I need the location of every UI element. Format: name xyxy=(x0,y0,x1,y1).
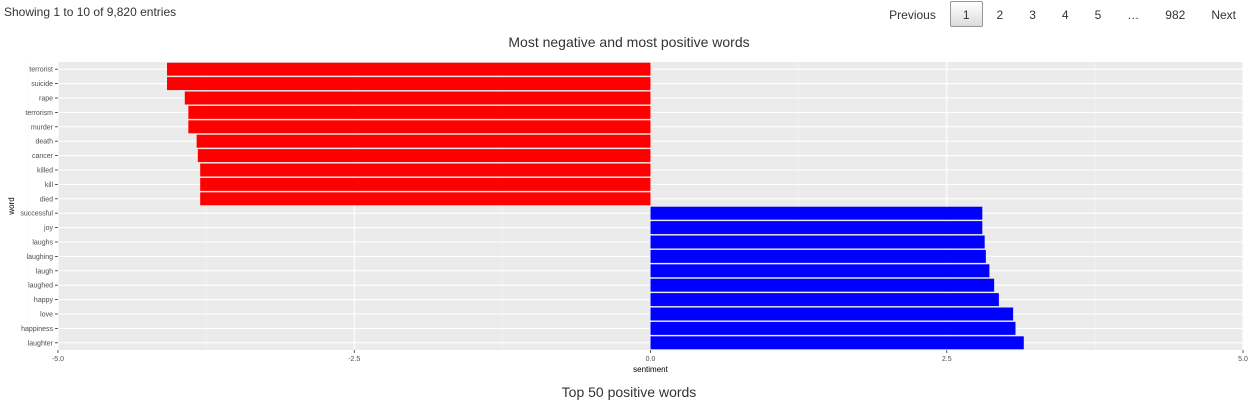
y-tick-label: died xyxy=(40,196,53,203)
y-tick-label: killed xyxy=(37,168,53,175)
bar-kill xyxy=(200,177,651,191)
chart-title: Most negative and most positive words xyxy=(508,34,750,50)
bar-love xyxy=(650,307,1014,321)
bar-laugh xyxy=(650,264,990,278)
bar-killed xyxy=(200,163,651,177)
x-axis-title: sentiment xyxy=(633,365,668,374)
bar-laughter xyxy=(650,336,1024,350)
bar-cancer xyxy=(197,149,651,163)
y-tick-label: laughter xyxy=(28,340,54,347)
page-2-button[interactable]: 2 xyxy=(996,8,1004,22)
y-tick-label: laughs xyxy=(32,240,53,247)
page-5-button[interactable]: 5 xyxy=(1094,8,1102,22)
bar-death xyxy=(196,134,651,148)
y-tick-label: joy xyxy=(43,225,53,232)
y-tick-label: suicide xyxy=(31,81,53,88)
y-tick-label: terrorism xyxy=(25,110,53,117)
next-button[interactable]: Next xyxy=(1211,8,1236,22)
x-tick-label: 0.0 xyxy=(646,356,656,363)
y-tick-label: love xyxy=(40,312,53,319)
x-tick-label: 5.0 xyxy=(1238,356,1248,363)
table-info: Showing 1 to 10 of 9,820 entries xyxy=(4,5,177,19)
previous-button[interactable]: Previous xyxy=(889,8,936,22)
page-982-button[interactable]: 982 xyxy=(1165,8,1186,22)
bar-laughed xyxy=(650,278,995,292)
y-tick-label: cancer xyxy=(32,153,54,160)
y-tick-label: laughing xyxy=(27,254,54,261)
bar-joy xyxy=(650,221,983,235)
pagination: Previous 1 2 3 4 5 … 982 Next xyxy=(875,0,1248,28)
x-tick-label: -5.0 xyxy=(52,356,64,363)
y-tick-label: rape xyxy=(39,96,53,103)
x-tick-label: -2.5 xyxy=(348,356,360,363)
bar-suicide xyxy=(167,77,651,91)
x-tick-label: 2.5 xyxy=(942,356,952,363)
bar-happiness xyxy=(650,321,1016,335)
bar-murder xyxy=(188,120,651,134)
bar-happy xyxy=(650,293,999,307)
page-3-button[interactable]: 3 xyxy=(1029,8,1036,22)
bar-died xyxy=(200,192,651,206)
y-tick-label: kill xyxy=(45,182,54,189)
bar-terrorism xyxy=(188,105,651,119)
y-tick-label: successful xyxy=(20,211,53,218)
page-1-button[interactable]: 1 xyxy=(949,1,983,27)
y-tick-label: terrorist xyxy=(29,67,53,74)
y-tick-label: laughed xyxy=(28,283,53,290)
bar-laughing xyxy=(650,249,986,263)
y-axis-title: word xyxy=(7,197,16,215)
bar-laughs xyxy=(650,235,985,249)
y-tick-label: murder xyxy=(31,124,54,131)
y-tick-label: laugh xyxy=(36,268,53,275)
bar-rape xyxy=(184,91,651,105)
y-tick-label: death xyxy=(35,139,53,146)
y-tick-label: happiness xyxy=(21,326,53,333)
pagination-ellipsis: … xyxy=(1127,8,1140,22)
y-tick-label: happy xyxy=(34,297,54,304)
bar-successful xyxy=(650,206,983,220)
bar-terrorist xyxy=(167,62,651,76)
footer-title: Top 50 positive words xyxy=(561,384,697,400)
page-4-button[interactable]: 4 xyxy=(1061,8,1069,22)
